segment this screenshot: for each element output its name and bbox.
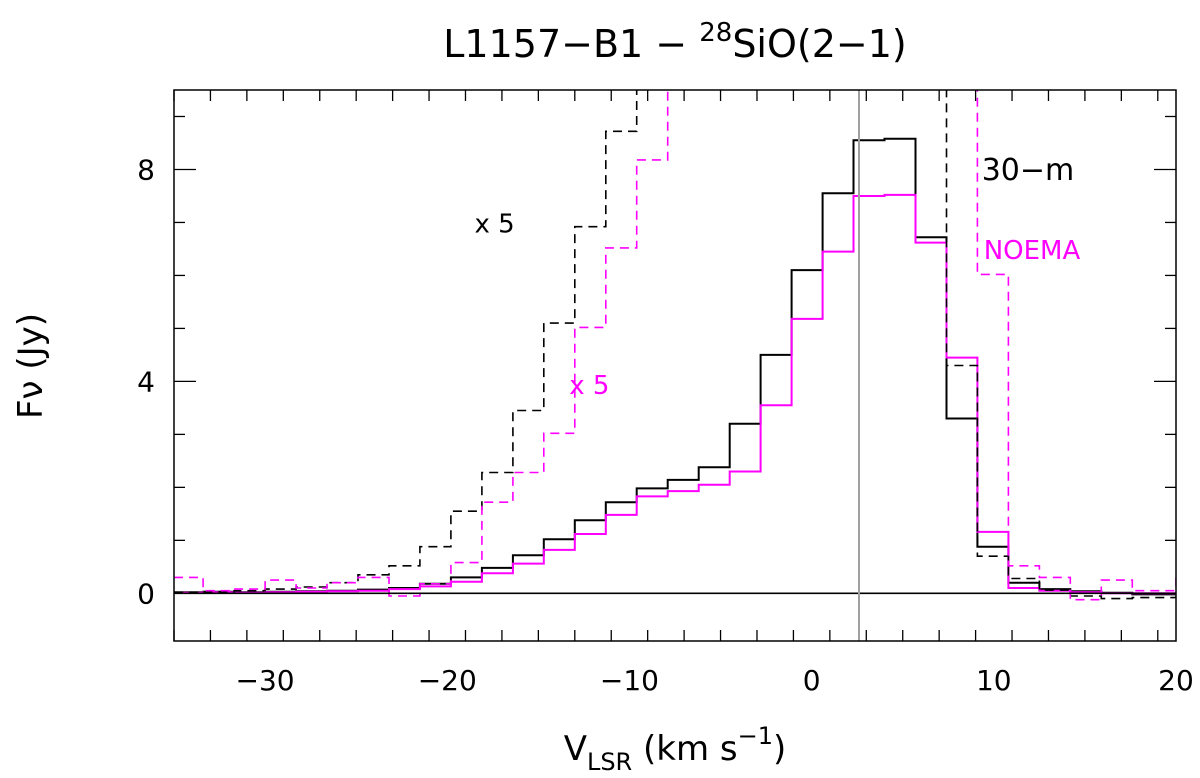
y-tick-label: 8 <box>137 153 155 186</box>
scale-annotation: x 5 <box>475 209 515 239</box>
chart-title-sup: 28 <box>699 18 732 48</box>
y-axis-label: Fν (Jy) <box>11 313 51 419</box>
reference-lines <box>174 90 1176 641</box>
chart-title: L1157−B1 − 28SiO(2−1) <box>443 18 907 66</box>
series-layer <box>174 90 1176 601</box>
x-tick-label: −30 <box>236 664 295 697</box>
x-axis-label-units: (km s <box>632 729 737 769</box>
x-tick-label: −20 <box>418 664 477 697</box>
series-noema <box>174 193 1176 595</box>
annotations: x 5 x 5 <box>475 209 610 401</box>
x-axis-label-close: ) <box>773 729 786 769</box>
plot-frame <box>173 89 1177 642</box>
x-tick-label: 0 <box>803 664 821 697</box>
legend: 30−m NOEMA <box>982 153 1081 266</box>
x-axis-label-sub: LSR <box>587 748 632 776</box>
scale-annotation: x 5 <box>569 371 609 401</box>
y-tick-label: 4 <box>137 365 155 398</box>
x-tick-label: 10 <box>976 664 1012 697</box>
legend-30m-label: 30−m <box>982 153 1075 188</box>
x-axis-label: VLSR (km s−1) <box>564 722 787 776</box>
axis-ticks: −30 −20 −10 0 10 20 0 4 8 <box>137 90 1194 697</box>
series-30-m <box>174 137 1176 596</box>
x-axis-label-sup: −1 <box>738 722 773 750</box>
chart-title-rest: SiO(2−1) <box>732 22 906 66</box>
legend-noema-label: NOEMA <box>984 236 1081 266</box>
x-tick-label: −10 <box>600 664 659 697</box>
x-axis-label-main: V <box>564 729 587 769</box>
series-noema-x5 <box>174 90 1176 601</box>
chart-title-main: L1157−B1 − <box>443 22 699 66</box>
x-tick-label: 20 <box>1158 664 1194 697</box>
y-tick-label: 0 <box>137 577 155 610</box>
